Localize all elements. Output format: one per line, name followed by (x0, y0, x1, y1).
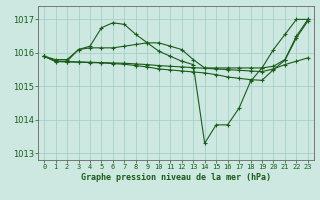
X-axis label: Graphe pression niveau de la mer (hPa): Graphe pression niveau de la mer (hPa) (81, 173, 271, 182)
